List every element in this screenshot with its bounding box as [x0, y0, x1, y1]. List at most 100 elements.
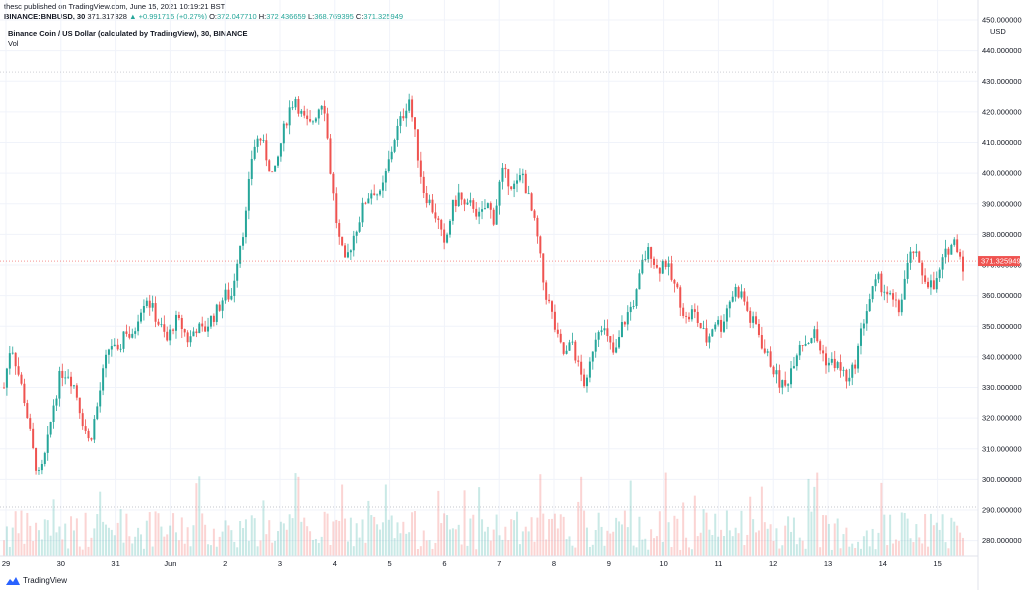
- candle-body: [160, 324, 163, 326]
- candle-body: [218, 304, 221, 311]
- volume-bar: [559, 514, 562, 556]
- candle-body: [848, 377, 851, 382]
- candle-body: [128, 333, 131, 338]
- candle-body: [527, 193, 530, 195]
- volume-bar: [533, 541, 536, 556]
- candle-body: [90, 438, 93, 440]
- volume-bar: [854, 547, 857, 556]
- candle-body: [207, 326, 210, 332]
- candle-body: [55, 398, 58, 406]
- volume-bar: [180, 517, 183, 556]
- volume-bar: [784, 525, 787, 556]
- candle-body: [912, 251, 915, 254]
- chart-legend: Binance Coin / US Dollar (calculated by …: [8, 29, 248, 49]
- candle-body: [612, 342, 615, 353]
- volume-bar: [685, 537, 688, 556]
- volume-bar: [344, 518, 347, 556]
- low-label: L:: [307, 11, 315, 21]
- candle-body: [763, 348, 766, 353]
- volume-bar: [381, 522, 384, 556]
- candle-body: [900, 299, 903, 313]
- time-tick-label: 12: [769, 559, 777, 568]
- candle-body: [839, 362, 842, 371]
- candle-body: [271, 171, 274, 173]
- last-price-tag: [978, 256, 1020, 267]
- volume-bar: [61, 539, 64, 556]
- candle-body: [790, 368, 793, 385]
- candle-body: [854, 364, 857, 369]
- candle-body: [349, 250, 352, 253]
- volume-bar: [443, 513, 446, 556]
- candle-body: [70, 376, 73, 387]
- chart-header: thesc published on TradingView.com, June…: [4, 2, 403, 21]
- volume-bar: [778, 548, 781, 556]
- volume-bar: [227, 525, 230, 556]
- candle-body: [134, 331, 137, 334]
- time-axis[interactable]: 29 30 31 Jun 2 3 4 5 6 7 8 9 10 11 12 13 14 15: [0, 555, 978, 568]
- volume-bar: [116, 522, 119, 556]
- volume-bar: [886, 545, 889, 556]
- candle-body: [615, 347, 618, 353]
- candle-body: [915, 251, 918, 254]
- tradingview-logo[interactable]: TradingView: [6, 576, 67, 585]
- price-tick-label: 450.000000: [982, 16, 1022, 25]
- candle-body: [422, 176, 425, 194]
- time-tick-label: Jun: [164, 559, 176, 568]
- volume-bar: [37, 530, 40, 556]
- candle-body: [466, 202, 469, 205]
- candle-body: [859, 328, 862, 346]
- volume-bar: [17, 533, 20, 556]
- candle-body: [483, 208, 486, 210]
- candle-body: [227, 289, 230, 300]
- candle-body: [600, 330, 603, 333]
- candle-body: [728, 301, 731, 309]
- chart-title: Binance Coin / US Dollar (calculated by …: [8, 29, 248, 38]
- price-tick-label: 440.000000: [982, 46, 1022, 55]
- candle-body: [935, 278, 938, 290]
- time-tick-label: 10: [659, 559, 667, 568]
- time-tick-label: 6: [442, 559, 446, 568]
- candle-body: [294, 99, 297, 108]
- candle-body: [291, 107, 294, 109]
- volume-bar: [708, 529, 711, 556]
- price-axis[interactable]: 280.000000 290.000000 300.000000 310.000000…: [977, 0, 1022, 590]
- volume-bar: [233, 541, 236, 556]
- volume-bar: [679, 549, 682, 556]
- volume-bar: [857, 541, 860, 556]
- volume-bar: [317, 542, 320, 556]
- candle-body: [956, 239, 959, 253]
- volume-bar: [314, 538, 317, 556]
- candle-body: [536, 217, 539, 237]
- volume-bar: [603, 545, 606, 556]
- candle-body: [664, 261, 667, 267]
- volume-bar: [787, 516, 790, 556]
- volume-bar: [52, 499, 55, 556]
- candle-body: [311, 121, 314, 123]
- candle-body: [425, 193, 428, 204]
- price-tick-label: 360.000000: [982, 291, 1022, 300]
- candle-body: [344, 245, 347, 258]
- volume-bar: [629, 480, 632, 556]
- volume-bar: [705, 512, 708, 556]
- candle-body: [332, 173, 335, 194]
- volume-bar: [606, 530, 609, 556]
- candle-body: [518, 175, 521, 181]
- volume-bar: [644, 538, 647, 556]
- candle-body: [163, 324, 166, 332]
- candle-body: [781, 380, 784, 388]
- volume-bar: [64, 523, 67, 556]
- candle-body: [874, 279, 877, 287]
- volume-bar: [72, 530, 75, 556]
- price-tick-label: 420.000000: [982, 107, 1022, 116]
- candle-body: [177, 314, 180, 319]
- candle-body: [603, 328, 606, 331]
- candle-body: [524, 173, 527, 194]
- volume-bar: [769, 524, 772, 556]
- candle-body: [836, 362, 839, 369]
- volume-bar: [265, 534, 268, 556]
- volume-bar: [688, 547, 690, 556]
- candle-body: [148, 300, 151, 308]
- candle-body: [702, 328, 705, 329]
- volume-bar: [262, 500, 265, 556]
